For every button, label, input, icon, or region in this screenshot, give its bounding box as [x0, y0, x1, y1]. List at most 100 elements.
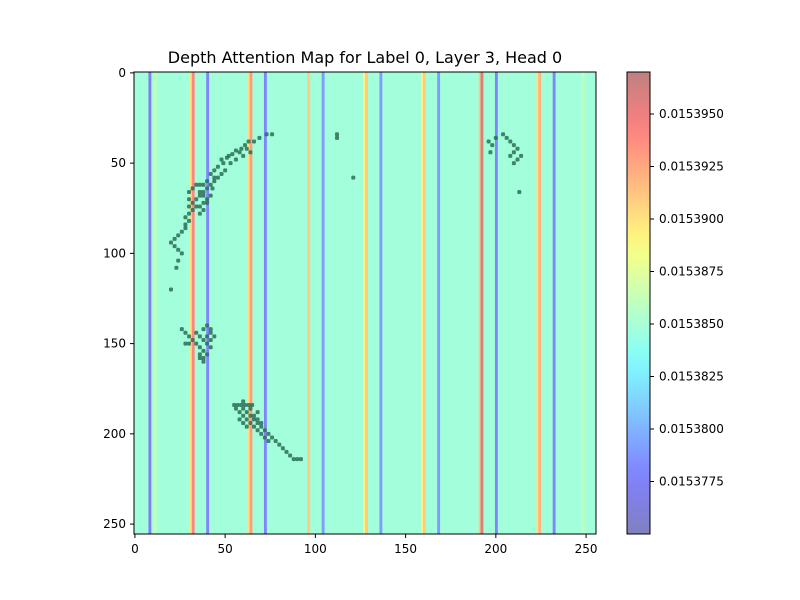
overlay-point [266, 439, 271, 444]
colorbar: 0.0153775 0.0153800 0.0153825 0.0153850 0.01… [626, 71, 724, 535]
overlay-point [515, 157, 520, 162]
overlay-point [183, 215, 188, 220]
overlay-point [273, 439, 278, 444]
chart-title: Depth Attention Map for Label 0, Layer 3… [168, 48, 562, 67]
overlay-point [241, 421, 246, 426]
colorbar-tick-label: 0.0153875 [659, 265, 724, 279]
overlay-point [187, 190, 192, 195]
y-tick-label: 200 [103, 427, 126, 441]
column-band [247, 72, 251, 534]
overlay-point [172, 244, 177, 249]
overlay-point [201, 200, 206, 205]
y-tick-label: 0 [118, 66, 126, 80]
overlay-point [172, 236, 177, 241]
overlay-point [232, 402, 237, 407]
overlay-point [501, 132, 506, 137]
overlay-point [233, 157, 238, 162]
overlay-point [351, 175, 356, 180]
overlay-point [169, 287, 173, 292]
overlay-point [486, 139, 491, 144]
overlay-point [508, 139, 513, 144]
overlay-point [270, 435, 275, 440]
overlay-point [262, 435, 267, 440]
overlay-point [208, 171, 213, 176]
overlay-point [246, 139, 251, 144]
colorbar-tick-label: 0.0153800 [659, 422, 724, 436]
column-band [538, 72, 542, 534]
overlay-point [493, 135, 498, 140]
overlay-point [210, 186, 215, 191]
column-band [153, 72, 157, 534]
overlay-point [241, 406, 246, 411]
overlay-point [244, 410, 249, 415]
overlay-point [194, 197, 199, 202]
overlay-point [212, 334, 217, 339]
overlay-point [255, 417, 260, 422]
overlay-point [248, 150, 253, 155]
overlay-point [176, 258, 181, 263]
column-band [263, 72, 267, 534]
overlay-point [212, 168, 217, 173]
column-band [379, 72, 383, 534]
overlay-point [517, 190, 522, 195]
overlay-point [257, 135, 262, 140]
overlay-point [205, 352, 210, 357]
overlay-point [190, 338, 195, 342]
overlay-point [280, 446, 285, 451]
overlay-point [201, 338, 206, 342]
overlay-point [183, 226, 188, 231]
overlay-point [205, 323, 210, 328]
overlay-point [519, 153, 524, 158]
y-tick-label: 150 [103, 337, 126, 351]
column-band [536, 72, 540, 534]
column-band [552, 72, 556, 534]
overlay-point [197, 356, 202, 361]
overlay-point [205, 341, 210, 346]
overlay-point [197, 334, 202, 339]
column-band [581, 72, 585, 534]
overlay-point [295, 457, 300, 462]
y-axis-ticks: 0 50 100 150 200 250 [103, 66, 134, 531]
overlay-point [239, 146, 244, 151]
x-tick-label: 50 [217, 542, 232, 556]
column-band [148, 72, 152, 534]
overlay-point [187, 197, 192, 202]
column-band [494, 72, 498, 534]
colorbar-ticks: 0.0153775 0.0153800 0.0153825 0.0153850 0.01… [650, 107, 724, 489]
overlay-point [252, 417, 257, 422]
overlay-point [244, 417, 249, 422]
column-band [189, 72, 193, 534]
overlay-point [226, 153, 231, 158]
overlay-point [248, 406, 253, 411]
overlay-point [205, 186, 210, 191]
column-band [249, 72, 253, 534]
column-band [422, 72, 426, 534]
overlay-point [179, 251, 184, 256]
colorbar-tick-label: 0.0153825 [659, 370, 724, 384]
overlay-point [230, 152, 235, 157]
overlay-point [197, 345, 202, 350]
overlay-point [259, 424, 264, 429]
overlay-point [194, 341, 199, 346]
overlay-point [190, 208, 195, 213]
column-band [420, 72, 424, 534]
overlay-point [255, 428, 260, 433]
overlay-point [197, 193, 202, 198]
colorbar-tick-label: 0.0153925 [659, 160, 724, 174]
overlay-point [264, 132, 269, 137]
overlay-point [197, 182, 202, 187]
overlay-point [208, 193, 213, 198]
y-tick-label: 250 [103, 517, 126, 531]
overlay-point [248, 413, 253, 418]
overlay-point [270, 132, 275, 137]
overlay-point [488, 150, 493, 155]
column-band [480, 72, 484, 534]
overlay-point [291, 457, 296, 462]
x-tick-label: 150 [394, 542, 417, 556]
overlay-point [490, 143, 495, 148]
colorbar-tick-label: 0.0153850 [659, 317, 724, 331]
overlay-point [205, 197, 210, 202]
overlay-point [187, 204, 192, 209]
overlay-point [511, 150, 516, 155]
